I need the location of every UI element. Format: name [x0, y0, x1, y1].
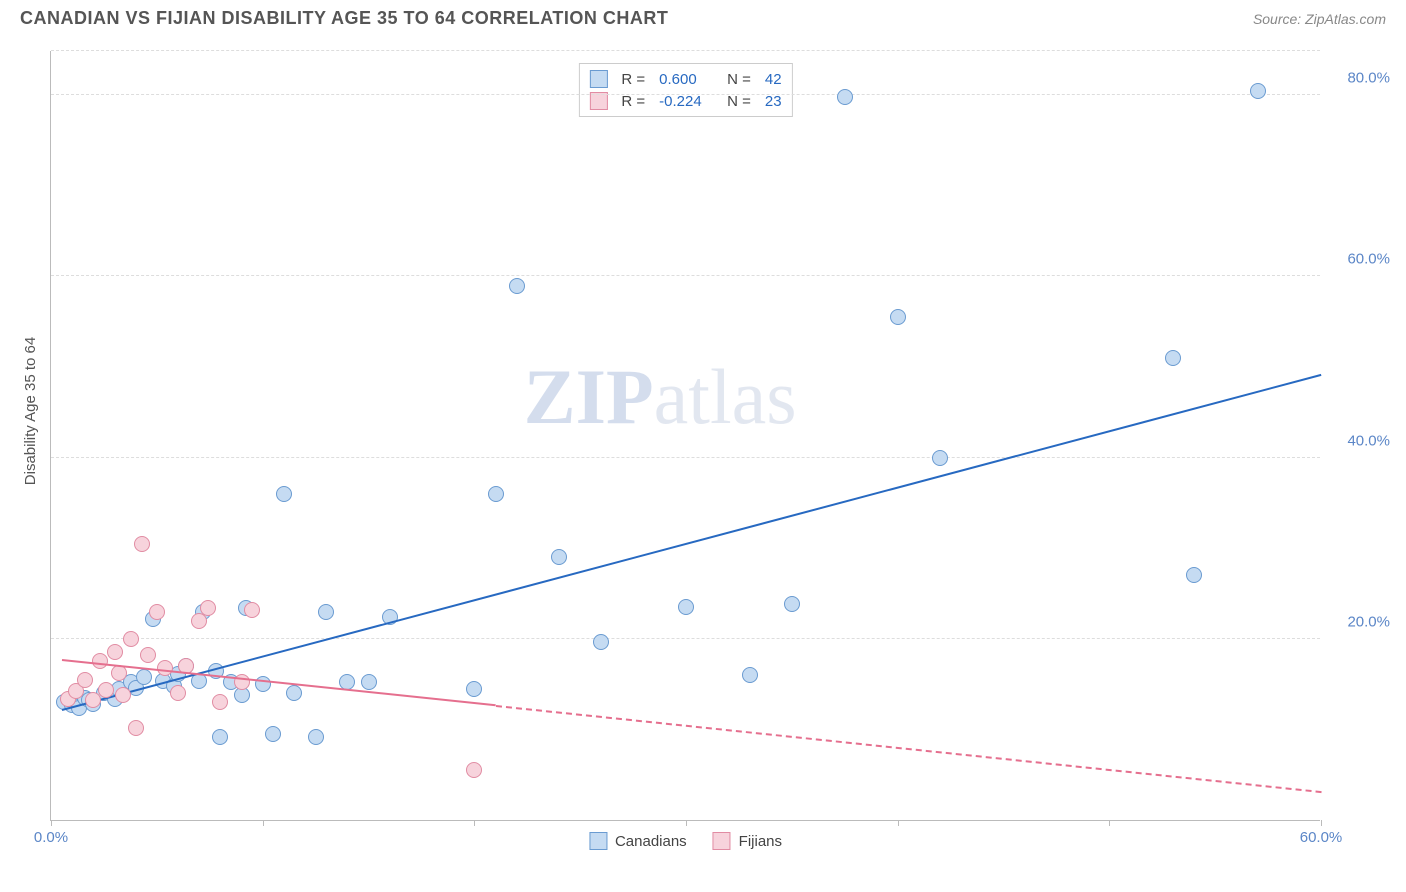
r-value: 0.600: [659, 71, 713, 88]
data-point-fijians: [128, 720, 144, 736]
data-point-canadians: [678, 599, 694, 615]
data-point-fijians: [98, 682, 114, 698]
legend-item-canadians: Canadians: [589, 832, 687, 850]
r-label: R =: [621, 71, 645, 88]
y-tick-label: 20.0%: [1347, 613, 1390, 630]
y-tick-label: 60.0%: [1347, 251, 1390, 268]
n-label: N =: [727, 71, 751, 88]
x-tick: [898, 820, 899, 826]
data-point-canadians: [932, 450, 948, 466]
data-point-canadians: [286, 685, 302, 701]
y-tick-label: 80.0%: [1347, 70, 1390, 87]
data-point-canadians: [890, 309, 906, 325]
data-point-fijians: [200, 600, 216, 616]
data-point-canadians: [742, 667, 758, 683]
legend-row-canadians: R = 0.600 N = 42: [589, 68, 781, 90]
grid-line: [51, 457, 1320, 458]
data-point-canadians: [318, 604, 334, 620]
data-point-fijians: [149, 604, 165, 620]
data-point-fijians: [85, 692, 101, 708]
trend-line: [61, 374, 1321, 711]
trend-line: [495, 705, 1321, 793]
data-point-canadians: [276, 486, 292, 502]
data-point-fijians: [111, 665, 127, 681]
chart-container: Disability Age 35 to 64 ZIPatlas R = 0.60…: [0, 41, 1406, 861]
data-point-canadians: [488, 486, 504, 502]
grid-line: [51, 94, 1320, 95]
legend-series: Canadians Fijians: [589, 832, 782, 850]
x-tick: [51, 820, 52, 826]
swatch-canadians: [589, 832, 607, 850]
data-point-fijians: [115, 687, 131, 703]
data-point-canadians: [784, 596, 800, 612]
data-point-canadians: [551, 549, 567, 565]
data-point-fijians: [170, 685, 186, 701]
data-point-fijians: [466, 762, 482, 778]
swatch-canadians: [589, 70, 607, 88]
data-point-fijians: [212, 694, 228, 710]
data-point-fijians: [134, 536, 150, 552]
y-axis-label: Disability Age 35 to 64: [22, 337, 39, 485]
data-point-canadians: [265, 726, 281, 742]
x-tick: [686, 820, 687, 826]
chart-title: CANADIAN VS FIJIAN DISABILITY AGE 35 TO …: [20, 8, 668, 29]
data-point-fijians: [140, 647, 156, 663]
x-tick-label: 0.0%: [34, 829, 68, 846]
data-point-canadians: [466, 681, 482, 697]
data-point-canadians: [509, 278, 525, 294]
x-tick: [263, 820, 264, 826]
grid-line: [51, 275, 1320, 276]
data-point-canadians: [1165, 350, 1181, 366]
data-point-canadians: [361, 674, 377, 690]
swatch-fijians: [713, 832, 731, 850]
data-point-canadians: [212, 729, 228, 745]
legend-row-fijians: R =-0.224N =23: [589, 90, 781, 112]
x-tick: [1109, 820, 1110, 826]
data-point-canadians: [136, 669, 152, 685]
n-value: 42: [765, 71, 782, 88]
grid-line: [51, 638, 1320, 639]
legend-correlation-box: R = 0.600 N = 42 R =-0.224N =23: [578, 63, 792, 117]
legend-label: Fijians: [739, 833, 782, 850]
source-attribution: Source: ZipAtlas.com: [1253, 11, 1386, 27]
x-tick-label: 60.0%: [1300, 829, 1343, 846]
data-point-canadians: [837, 89, 853, 105]
x-tick: [474, 820, 475, 826]
data-point-canadians: [593, 634, 609, 650]
data-point-fijians: [157, 660, 173, 676]
data-point-canadians: [1186, 567, 1202, 583]
x-tick: [1321, 820, 1322, 826]
legend-item-fijians: Fijians: [713, 832, 782, 850]
watermark: ZIPatlas: [524, 352, 797, 442]
data-point-canadians: [1250, 83, 1266, 99]
y-tick-label: 40.0%: [1347, 432, 1390, 449]
data-point-fijians: [77, 672, 93, 688]
legend-label: Canadians: [615, 833, 687, 850]
plot-area: ZIPatlas R =0.600N =42R =-0.224N =23 Can…: [50, 51, 1320, 821]
data-point-fijians: [107, 644, 123, 660]
data-point-fijians: [244, 602, 260, 618]
data-point-canadians: [308, 729, 324, 745]
data-point-fijians: [123, 631, 139, 647]
